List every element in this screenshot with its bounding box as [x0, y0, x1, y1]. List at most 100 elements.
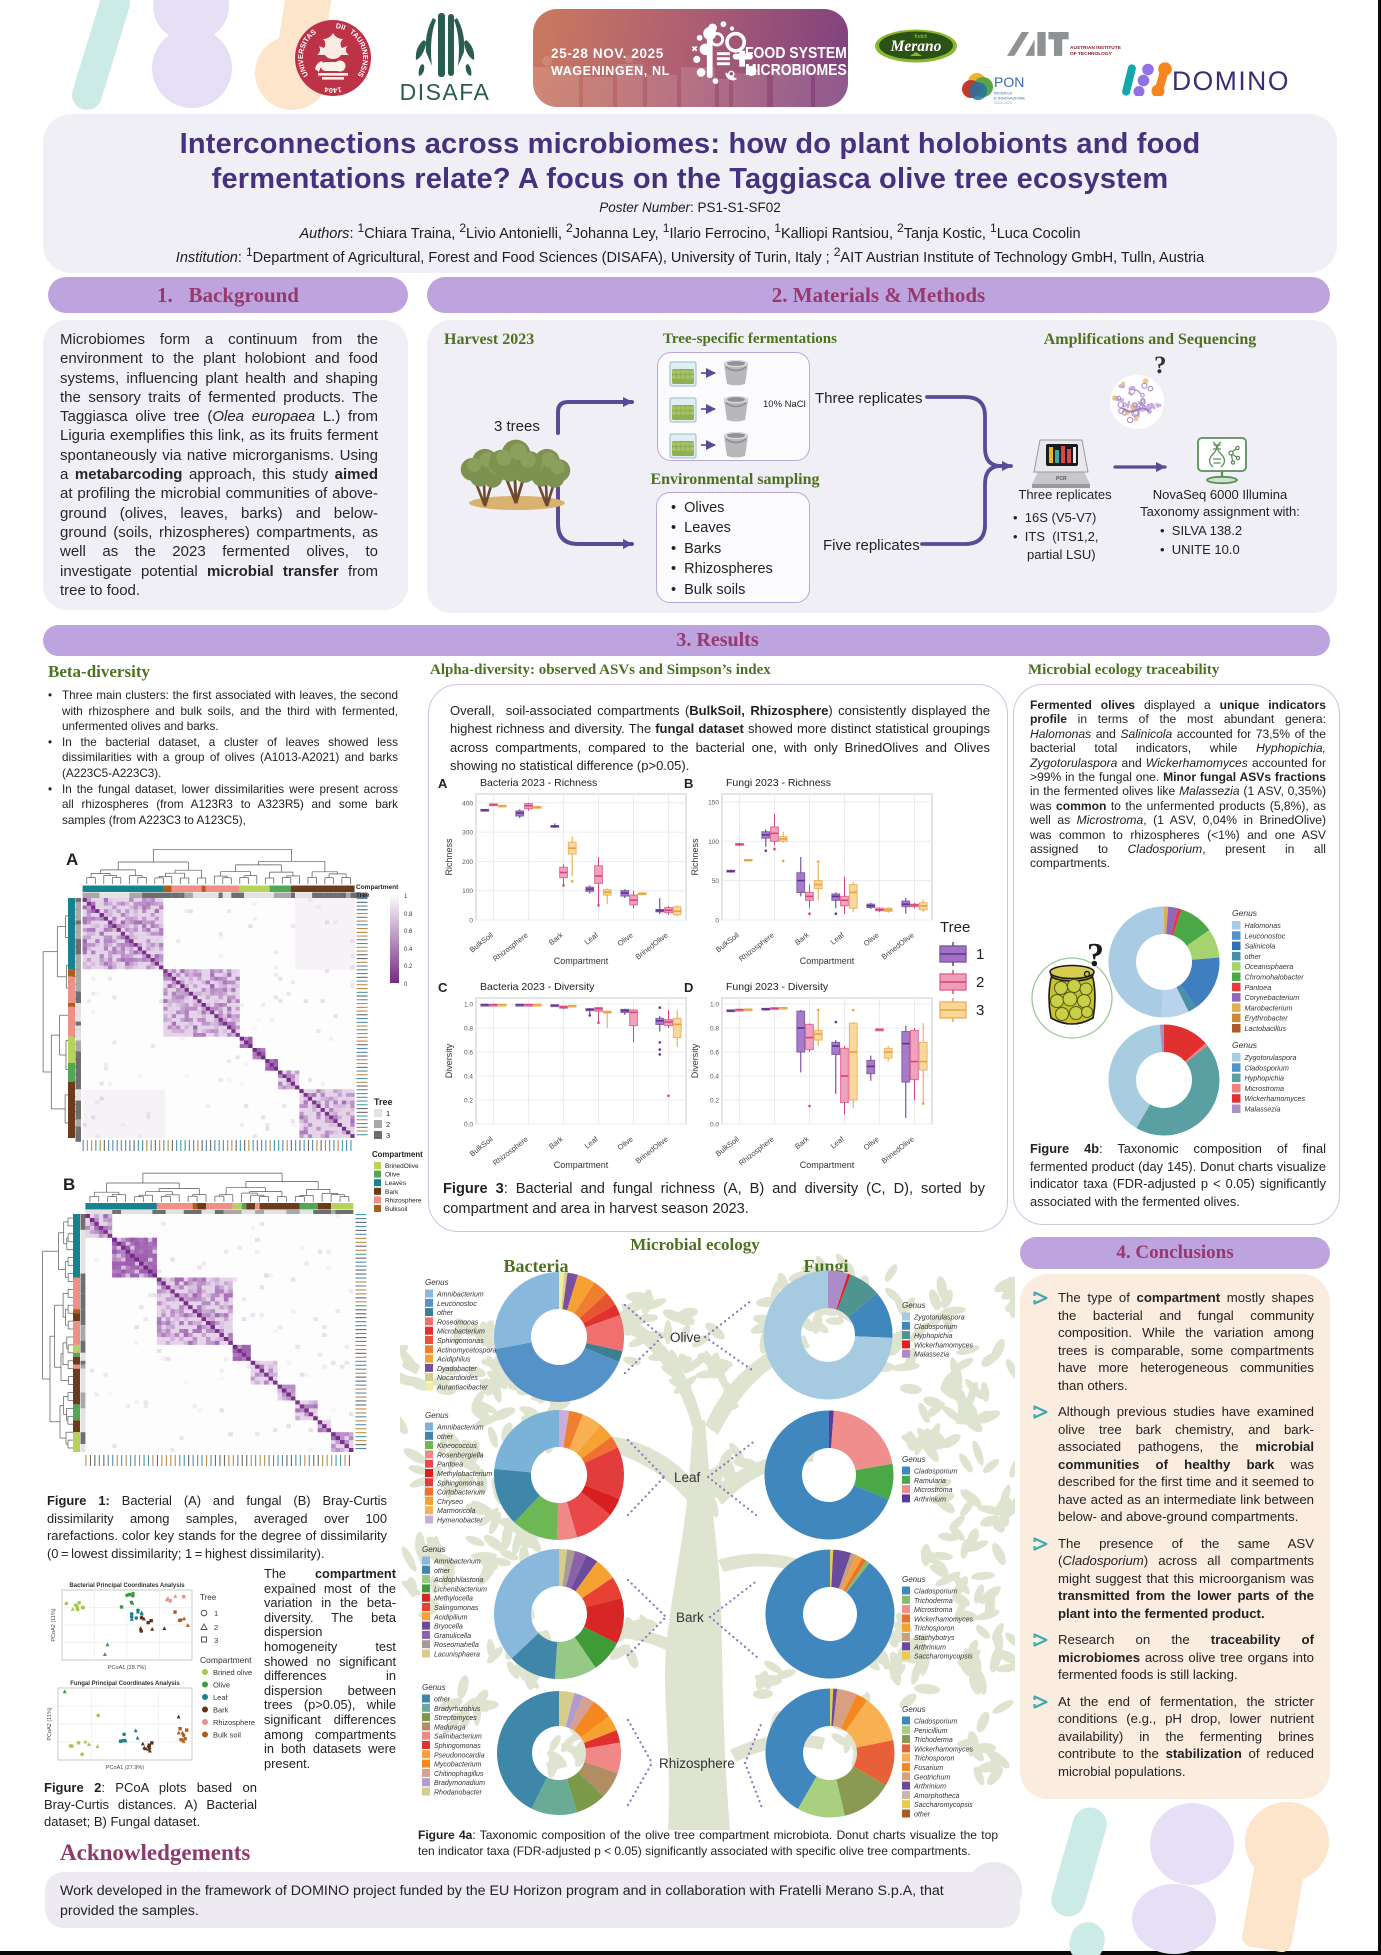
svg-text:Compartment: Compartment [800, 1160, 855, 1170]
svg-text:Fungi: Fungi [803, 1256, 848, 1276]
svg-text:Compartment: Compartment [372, 1150, 423, 1159]
svg-text:BrinedOlive: BrinedOlive [880, 930, 916, 961]
svg-text:PCoA2 (11%): PCoA2 (11%) [47, 1707, 53, 1740]
svg-text:MICROBIOMES: MICROBIOMES [745, 61, 847, 79]
svg-text:Hyphopichia: Hyphopichia [914, 1333, 953, 1340]
svg-text:Bulk soil: Bulk soil [213, 1731, 241, 1740]
svg-text:Nocardioides: Nocardioides [437, 1375, 478, 1382]
svg-text:Genus: Genus [425, 1411, 449, 1420]
svg-text:PCoA2 (11%): PCoA2 (11%) [51, 1608, 57, 1641]
svg-text:Rhizosphere: Rhizosphere [213, 1718, 255, 1727]
svg-text:Bark: Bark [213, 1706, 229, 1715]
svg-text:Sphingomonas: Sphingomonas [437, 1480, 484, 1487]
svg-text:Fungi 2023 - Richness: Fungi 2023 - Richness [726, 777, 831, 789]
svg-text:0.6: 0.6 [404, 929, 413, 935]
svg-text:Actinomycetospora: Actinomycetospora [436, 1347, 497, 1354]
svg-text:Cladosporium: Cladosporium [914, 1589, 957, 1596]
svg-text:Rhizosphere: Rhizosphere [491, 930, 530, 963]
svg-text:Leaf: Leaf [583, 1134, 601, 1151]
svg-text:1.0: 1.0 [710, 1002, 719, 1009]
svg-text:Penicillium: Penicillium [914, 1728, 948, 1735]
svg-text:150: 150 [708, 799, 719, 806]
svg-text:?: ? [1087, 937, 1104, 974]
svg-text:Compartment: Compartment [554, 956, 609, 966]
svg-text:Streptomyces: Streptomyces [434, 1715, 477, 1722]
svg-text:C: C [438, 980, 448, 995]
svg-text:0.6: 0.6 [464, 1050, 473, 1057]
svg-text:Fungal Principal Coordinates A: Fungal Principal Coordinates Analysis [70, 1681, 180, 1687]
svg-text:1: 1 [214, 1609, 218, 1618]
svg-text:Acidipilium: Acidipilium [433, 1614, 468, 1621]
svg-text:0.8: 0.8 [404, 912, 413, 918]
svg-text:OF TECHNOLOGY: OF TECHNOLOGY [1070, 51, 1113, 57]
svg-text:Rhizosphere: Rhizosphere [659, 1756, 735, 1771]
svg-text:Corynebacterium: Corynebacterium [1245, 993, 1300, 1002]
svg-text:Bark: Bark [793, 930, 811, 947]
svg-text:Merano: Merano [890, 38, 942, 55]
svg-text:Rhizosphere: Rhizosphere [737, 930, 776, 963]
svg-text:BulkSoil: BulkSoil [714, 1134, 741, 1158]
svg-text:BrinedOlive: BrinedOlive [634, 930, 670, 961]
svg-text:Bacterial Principal Coordinate: Bacterial Principal Coordinates Analysis [69, 1583, 185, 1589]
svg-text:Aurantiacibacter: Aurantiacibacter [436, 1385, 488, 1392]
svg-text:Fusarium: Fusarium [914, 1765, 943, 1772]
svg-text:Diversity: Diversity [444, 1043, 454, 1078]
svg-text:100: 100 [708, 839, 719, 846]
svg-text:Chryseo: Chryseo [437, 1499, 463, 1506]
svg-text:25-28 NOV. 2025: 25-28 NOV. 2025 [551, 46, 664, 61]
svg-text:other: other [437, 1310, 454, 1317]
svg-text:1: 1 [404, 894, 408, 900]
svg-text:Leaves: Leaves [385, 1180, 407, 1187]
svg-text:Marobacterium: Marobacterium [1245, 1003, 1293, 1012]
svg-text:other: other [437, 1434, 454, 1441]
svg-text:Genus: Genus [902, 1575, 926, 1584]
svg-text:B: B [63, 1175, 75, 1194]
svg-text:Leaf: Leaf [829, 1134, 847, 1151]
svg-text:Halomonas: Halomonas [1245, 921, 1282, 930]
svg-text:Microstroma: Microstroma [1245, 1084, 1285, 1093]
svg-text:0.0: 0.0 [710, 1122, 719, 1129]
svg-text:other: other [434, 1568, 451, 1575]
svg-text:Olive: Olive [862, 930, 881, 948]
svg-text:Cladosporium: Cladosporium [914, 1719, 957, 1726]
svg-text:PCoA1 (27.9%): PCoA1 (27.9%) [106, 1765, 144, 1771]
svg-text:Arthrinium: Arthrinium [913, 1496, 946, 1503]
svg-text:Leaf: Leaf [213, 1693, 229, 1702]
svg-text:Bark: Bark [547, 930, 565, 947]
svg-text:Leuconostoc: Leuconostoc [1245, 931, 1286, 940]
svg-text:Salinicola: Salinicola [1245, 942, 1276, 951]
svg-text:Genus: Genus [1232, 1040, 1258, 1050]
svg-text:BrinedOlive: BrinedOlive [880, 1134, 916, 1165]
svg-text:Leaf: Leaf [674, 1470, 701, 1485]
svg-text:Kineococcus: Kineococcus [437, 1443, 477, 1450]
svg-text:RICERCA: RICERCA [994, 91, 1012, 96]
svg-text:Granulicella: Granulicella [434, 1633, 471, 1640]
svg-text:Genus: Genus [1232, 908, 1258, 918]
svg-text:Bradymonadium: Bradymonadium [434, 1780, 485, 1787]
svg-text:PCR: PCR [1056, 476, 1067, 482]
svg-text:Roseomonas: Roseomonas [437, 1319, 479, 1326]
svg-text:AUSTRIAN INSTITUTE: AUSTRIAN INSTITUTE [1070, 45, 1122, 51]
svg-text:WAGENINGEN, NL: WAGENINGEN, NL [551, 64, 670, 78]
svg-text:Compartment: Compartment [356, 884, 399, 891]
svg-text:3: 3 [386, 1131, 390, 1140]
svg-text:Tree: Tree [356, 892, 370, 899]
svg-text:Fungi 2023 - Diversity: Fungi 2023 - Diversity [726, 981, 829, 993]
svg-text:Acidophilastona: Acidophilastona [433, 1577, 484, 1584]
svg-text:Dyadobacter: Dyadobacter [437, 1366, 477, 1373]
svg-text:0: 0 [469, 918, 473, 925]
svg-text:Erythrobacter: Erythrobacter [1245, 1014, 1289, 1023]
svg-text:Bark: Bark [793, 1134, 811, 1151]
svg-text:Arthrinium: Arthrinium [913, 1784, 946, 1791]
svg-text:Lactobacillus: Lactobacillus [1245, 1024, 1287, 1033]
svg-text:Olive: Olive [213, 1681, 230, 1690]
svg-text:0.6: 0.6 [710, 1050, 719, 1057]
svg-text:Zygotorulaspora: Zygotorulaspora [913, 1315, 965, 1322]
svg-text:Leuconostoc: Leuconostoc [437, 1301, 477, 1308]
svg-text:Cladosporium: Cladosporium [1245, 1063, 1289, 1072]
svg-text:PCoA1 (28.7%): PCoA1 (28.7%) [108, 1665, 146, 1671]
svg-text:3: 3 [214, 1636, 218, 1645]
svg-text:0: 0 [715, 918, 719, 925]
svg-text:Genus: Genus [422, 1545, 446, 1554]
svg-text:Microstroma: Microstroma [914, 1487, 953, 1494]
